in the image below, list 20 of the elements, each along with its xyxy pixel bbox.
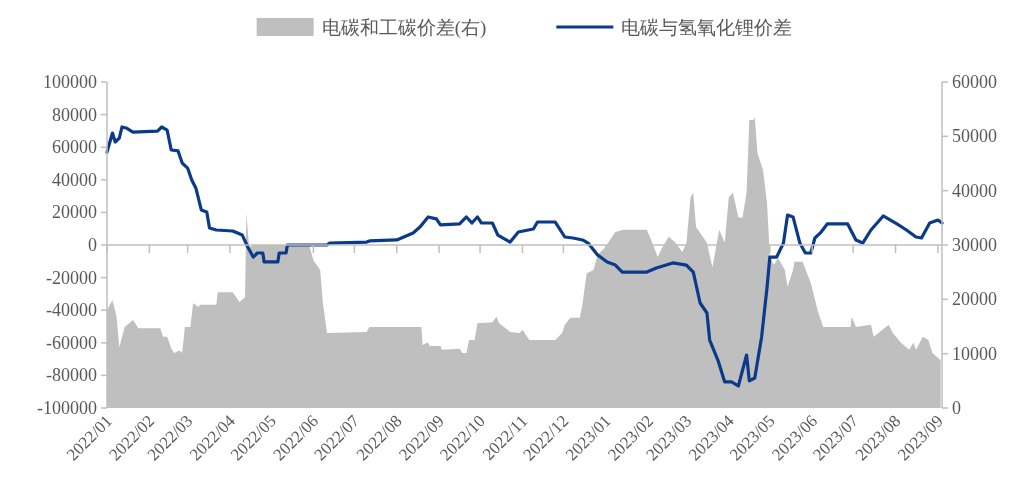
y-tick-label: -100000	[37, 398, 97, 418]
legend-label: 电碳与氢氧化锂价差	[621, 17, 793, 38]
y-tick-label: 20000	[52, 202, 97, 223]
y2-tick-label: 40000	[952, 180, 997, 201]
y2-tick-label: 0	[952, 398, 961, 418]
y-tick-label: 40000	[52, 169, 97, 190]
legend-label: 电碳和工碳价差(右)	[321, 17, 487, 39]
y2-tick-label: 50000	[952, 126, 997, 147]
y-tick-label: -20000	[46, 267, 97, 288]
y2-tick-label: 10000	[952, 343, 997, 364]
y-tick-label: -80000	[46, 365, 97, 386]
y2-tick-label: 60000	[952, 72, 997, 92]
y-tick-label: 0	[88, 235, 97, 255]
y-tick-label: 60000	[52, 137, 97, 158]
y-tick-label: 80000	[52, 104, 97, 125]
y2-tick-label: 20000	[952, 289, 997, 310]
y-tick-label: 100000	[43, 72, 97, 92]
y-tick-label: -40000	[46, 300, 97, 321]
y-tick-label: -60000	[46, 332, 97, 353]
y2-tick-label: 30000	[952, 235, 997, 255]
